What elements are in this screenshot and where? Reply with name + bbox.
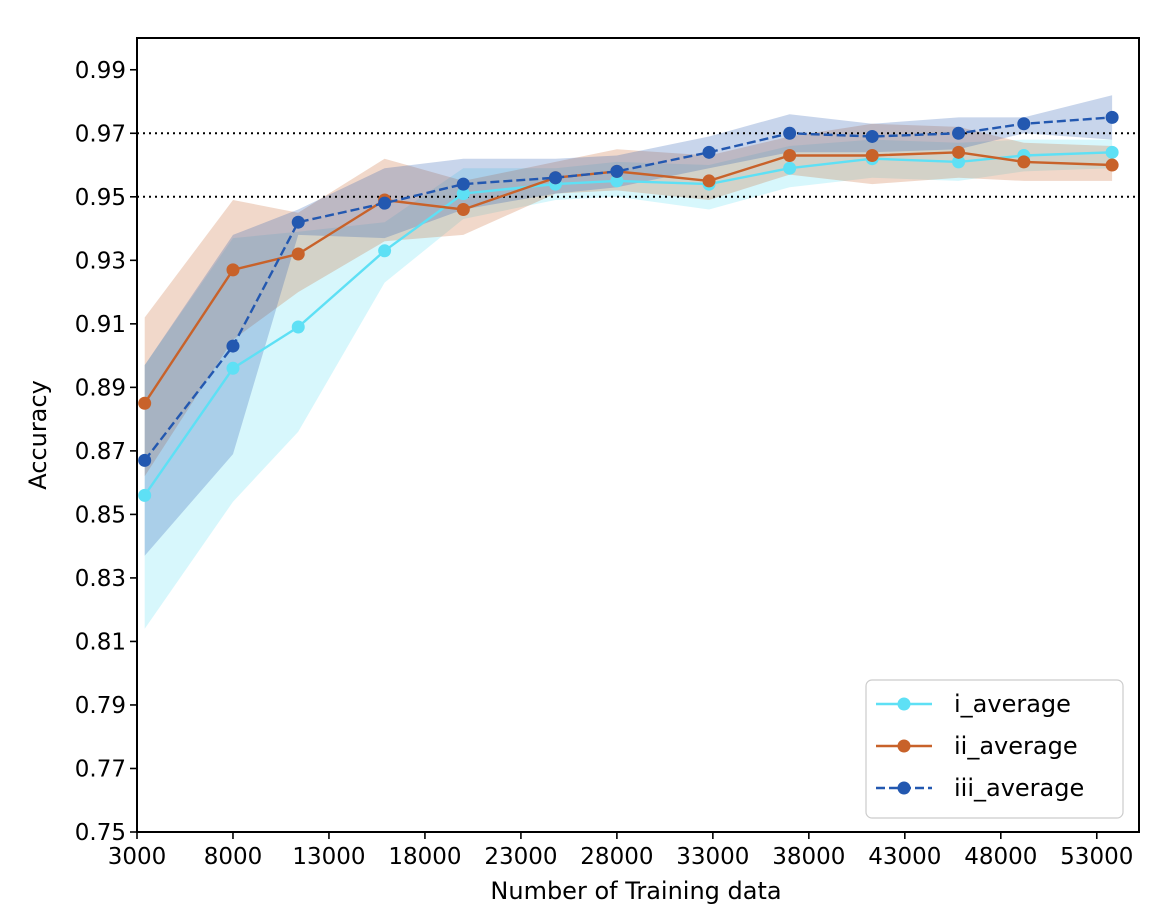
legend-marker-iii_average xyxy=(897,781,911,795)
point-ii_average xyxy=(783,149,797,163)
x-tick-label: 43000 xyxy=(868,844,941,870)
point-i_average xyxy=(226,361,240,375)
y-tick-label: 0.81 xyxy=(75,629,126,655)
point-i_average xyxy=(1105,145,1119,159)
x-tick-label: 38000 xyxy=(772,844,845,870)
band-ii_average xyxy=(144,123,1113,477)
x-tick-label: 48000 xyxy=(964,844,1037,870)
x-tick-label: 28000 xyxy=(580,844,653,870)
point-i_average xyxy=(783,161,797,175)
x-tick-label: 13000 xyxy=(292,844,365,870)
point-ii_average xyxy=(1017,155,1031,169)
point-ii_average xyxy=(952,145,966,159)
point-i_average xyxy=(378,244,392,258)
point-iii_average xyxy=(702,145,716,159)
band-iii_average xyxy=(144,95,1113,556)
point-iii_average xyxy=(1017,117,1031,131)
point-i_average xyxy=(138,488,152,502)
y-tick-label: 0.95 xyxy=(75,185,126,211)
point-ii_average xyxy=(291,247,305,261)
point-ii_average xyxy=(1105,158,1119,172)
legend-marker-i_average xyxy=(897,697,911,711)
point-ii_average xyxy=(226,263,240,277)
point-iii_average xyxy=(291,215,305,229)
legend: i_average ii_average iii_average xyxy=(865,679,1124,819)
point-ii_average xyxy=(456,203,470,217)
point-i_average xyxy=(952,155,966,169)
y-tick-label: 0.91 xyxy=(75,312,126,338)
point-iii_average xyxy=(456,177,470,191)
x-tick-label: 8000 xyxy=(204,844,263,870)
point-iii_average xyxy=(548,171,562,185)
y-tick-label: 0.93 xyxy=(75,248,126,274)
y-tick-label: 0.85 xyxy=(75,502,126,528)
point-i_average xyxy=(456,187,470,201)
series-lines xyxy=(138,110,1119,502)
point-iii_average xyxy=(378,196,392,210)
point-iii_average xyxy=(952,126,966,140)
point-i_average xyxy=(291,320,305,334)
x-tick-label: 23000 xyxy=(484,844,557,870)
legend-label-i_average: i_average xyxy=(954,690,1071,718)
point-iii_average xyxy=(865,129,879,143)
y-tick-label: 0.77 xyxy=(75,756,126,782)
legend-marker-ii_average xyxy=(897,739,911,753)
point-i_average xyxy=(610,174,624,188)
point-iii_average xyxy=(226,339,240,353)
y-tick-label: 0.75 xyxy=(75,820,126,846)
point-ii_average xyxy=(702,174,716,188)
y-tick-label: 0.87 xyxy=(75,439,126,465)
y-tick-label: 0.99 xyxy=(75,58,126,84)
axes: 0.75 0.77 0.79 0.81 0.83 0.85 0.87 0.89 0.91 0.93… xyxy=(75,37,1140,870)
y-tick-label: 0.83 xyxy=(75,566,126,592)
x-axis-title: Number of Training data xyxy=(490,877,781,905)
legend-label-iii_average: iii_average xyxy=(954,774,1084,802)
y-tick-label: 0.97 xyxy=(75,121,126,147)
legend-box xyxy=(865,679,1124,819)
x-tick-label: 53000 xyxy=(1060,844,1133,870)
x-tick-label: 18000 xyxy=(388,844,461,870)
band-i_average xyxy=(144,139,1113,629)
point-iii_average xyxy=(138,453,152,467)
confidence-bands xyxy=(144,95,1113,629)
plot-frame xyxy=(136,37,1140,833)
x-tick-label: 33000 xyxy=(676,844,749,870)
point-iii_average xyxy=(1105,110,1119,124)
point-iii_average xyxy=(610,164,624,178)
point-ii_average xyxy=(865,149,879,163)
legend-label-ii_average: ii_average xyxy=(954,732,1078,760)
point-iii_average xyxy=(783,126,797,140)
x-tick-label: 3000 xyxy=(108,844,167,870)
reference-lines xyxy=(137,132,1139,198)
y-tick-label: 0.79 xyxy=(75,693,126,719)
y-axis-title: Accuracy xyxy=(24,380,52,490)
y-tick-label: 0.89 xyxy=(75,375,126,401)
point-ii_average xyxy=(138,396,152,410)
